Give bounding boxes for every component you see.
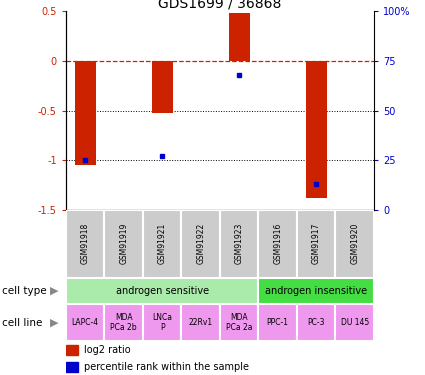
Text: GSM91917: GSM91917 [312,223,321,264]
Text: LAPC-4: LAPC-4 [71,318,99,327]
Bar [306,61,327,198]
Text: androgen insensitive: androgen insensitive [265,286,367,296]
Text: LNCa
P: LNCa P [152,313,172,332]
Text: cell type: cell type [2,286,47,296]
Text: GSM91923: GSM91923 [235,223,244,264]
Bar [66,345,78,355]
Bar [229,13,250,61]
Text: log2 ratio: log2 ratio [84,345,131,355]
Text: DU 145: DU 145 [340,318,369,327]
Text: MDA
PCa 2b: MDA PCa 2b [110,313,137,332]
Bar [258,210,297,278]
Bar [143,304,181,341]
Text: cell line: cell line [2,318,42,327]
Text: GSM91921: GSM91921 [158,223,167,264]
Bar [105,304,143,341]
Bar [297,304,335,341]
Title: GDS1699 / 36868: GDS1699 / 36868 [158,0,282,10]
Bar [220,210,258,278]
Bar [152,61,173,112]
Bar [105,210,143,278]
Text: androgen sensitive: androgen sensitive [116,286,209,296]
Bar [66,278,258,304]
Text: 22Rv1: 22Rv1 [189,318,213,327]
Text: percentile rank within the sample: percentile rank within the sample [84,362,249,372]
Text: PPC-1: PPC-1 [267,318,289,327]
Bar [335,304,374,341]
Text: MDA
PCa 2a: MDA PCa 2a [226,313,252,332]
Bar [66,362,78,372]
Bar [66,210,105,278]
Bar [297,210,335,278]
Text: ▶: ▶ [50,286,59,296]
Bar [74,61,96,165]
Bar [181,304,220,341]
Bar [258,304,297,341]
Text: GSM91916: GSM91916 [273,223,282,264]
Bar [258,278,374,304]
Bar [220,304,258,341]
Bar [335,210,374,278]
Text: GSM91918: GSM91918 [81,223,90,264]
Text: ▶: ▶ [50,318,59,327]
Text: GSM91922: GSM91922 [196,223,205,264]
Text: GSM91919: GSM91919 [119,223,128,264]
Text: PC-3: PC-3 [307,318,325,327]
Bar [143,210,181,278]
Bar [181,210,220,278]
Bar [66,304,105,341]
Text: GSM91920: GSM91920 [350,223,359,264]
